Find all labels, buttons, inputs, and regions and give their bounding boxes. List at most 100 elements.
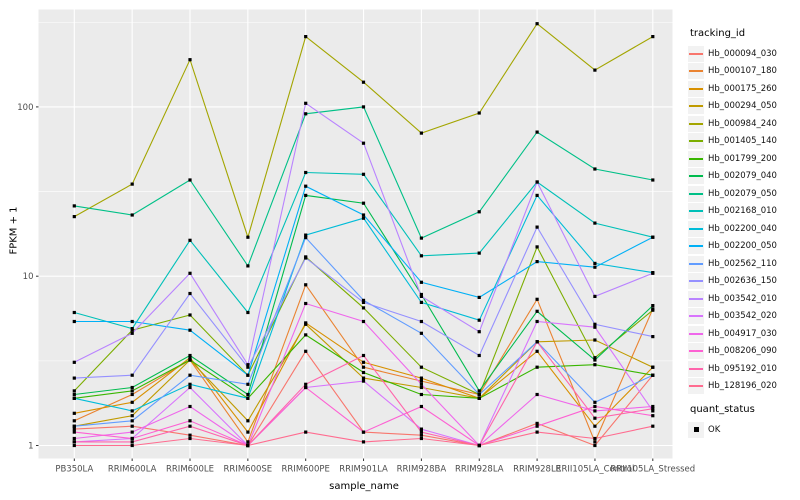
legend-key-line xyxy=(689,350,703,353)
legend-key-swatch xyxy=(688,360,704,377)
data-point xyxy=(130,409,134,413)
data-point xyxy=(246,392,250,397)
quant-legend-entries: OK xyxy=(688,421,800,439)
data-point xyxy=(304,333,308,337)
data-point xyxy=(130,400,134,404)
data-point xyxy=(361,365,366,369)
legend-entry-label: Hb_001405_140 xyxy=(708,136,777,147)
y-tick-label: 1 xyxy=(28,442,33,452)
legend-entry-label: Hb_002562_110 xyxy=(708,258,777,269)
data-point xyxy=(188,373,192,377)
data-point xyxy=(304,35,308,39)
data-point xyxy=(535,340,539,344)
data-point xyxy=(188,436,192,441)
data-point xyxy=(188,271,192,275)
data-point xyxy=(535,22,539,26)
data-point xyxy=(72,215,76,219)
data-point xyxy=(651,407,655,411)
data-point xyxy=(535,430,539,434)
data-point xyxy=(419,382,423,386)
data-point xyxy=(130,440,134,444)
y-tick-label: 100 xyxy=(17,103,33,113)
data-point xyxy=(304,236,308,240)
data-point xyxy=(593,443,597,448)
data-point xyxy=(130,385,134,390)
legend-entry: Hb_002636_150 xyxy=(688,273,800,291)
data-point xyxy=(130,430,134,434)
legend-entry: Hb_008206_090 xyxy=(688,343,800,361)
legend-entry: Hb_003542_010 xyxy=(688,290,800,308)
data-point xyxy=(651,35,655,39)
data-point xyxy=(188,358,192,362)
legend-entry-label: Hb_002168_010 xyxy=(708,206,777,217)
data-point xyxy=(304,322,308,326)
data-point xyxy=(419,430,423,434)
data-point xyxy=(419,427,423,431)
x-tick-label: RRIM600LE xyxy=(166,465,214,475)
data-point xyxy=(188,291,192,296)
data-point xyxy=(72,427,76,431)
data-point xyxy=(535,392,539,397)
data-point xyxy=(535,309,539,313)
y-tick-label: 10 xyxy=(23,272,34,282)
data-point xyxy=(477,353,481,358)
data-point xyxy=(419,376,423,380)
legend-quant-status: quant_status OK xyxy=(688,404,800,439)
data-point xyxy=(304,184,308,188)
legend-entry: Hb_000984_240 xyxy=(688,115,800,133)
legend-key-line xyxy=(689,175,703,178)
data-point xyxy=(361,319,366,324)
quant-entry-label: OK xyxy=(708,424,721,435)
x-tick-label: PB350LA xyxy=(55,465,93,475)
data-point xyxy=(419,385,423,390)
data-point xyxy=(188,419,192,423)
legend-entry: Hb_004917_030 xyxy=(688,325,800,343)
data-point xyxy=(304,170,308,175)
legend-key-line xyxy=(689,315,703,318)
data-point xyxy=(419,131,423,135)
data-point xyxy=(651,424,655,428)
data-point xyxy=(304,349,308,353)
legend-key-line xyxy=(689,105,703,108)
legend-entry-label: Hb_004917_030 xyxy=(708,328,777,339)
data-point xyxy=(246,382,250,386)
data-point xyxy=(361,105,366,109)
legend-entry: Hb_002200_040 xyxy=(688,220,800,238)
data-point xyxy=(535,319,539,324)
data-point xyxy=(361,172,366,176)
data-point xyxy=(651,409,655,413)
x-tick-label: RRIM901LA xyxy=(339,465,388,475)
data-point xyxy=(651,365,655,369)
data-point xyxy=(130,443,134,448)
legend-key-swatch xyxy=(688,308,704,325)
data-point xyxy=(419,294,423,298)
legend-entry: Hb_000094_030 xyxy=(688,45,800,63)
x-axis-title: sample_name xyxy=(329,481,399,492)
legend-entries: Hb_000094_030 Hb_000107_180 Hb_000175_260 H… xyxy=(688,45,800,395)
data-point xyxy=(304,112,308,116)
legend-entry: Hb_002200_050 xyxy=(688,238,800,256)
data-point xyxy=(361,141,366,145)
data-point xyxy=(419,365,423,369)
legend-entry: Hb_003542_020 xyxy=(688,308,800,326)
data-point xyxy=(593,358,597,362)
data-point xyxy=(593,356,597,360)
data-point xyxy=(361,430,366,434)
data-point xyxy=(246,419,250,423)
legend-entry: Hb_000175_260 xyxy=(688,80,800,98)
data-point xyxy=(361,353,366,358)
data-point xyxy=(419,331,423,335)
legend-entry: Hb_001405_140 xyxy=(688,133,800,151)
x-tick-label: RRII105LA_Stressed xyxy=(610,465,695,475)
data-point xyxy=(72,396,76,400)
legend-key-swatch xyxy=(688,168,704,185)
data-point xyxy=(593,338,597,342)
legend-key-line xyxy=(689,367,703,370)
square-point-icon xyxy=(693,427,699,433)
data-point xyxy=(651,308,655,312)
legend-key-swatch xyxy=(688,273,704,290)
legend-entry-label: Hb_008206_090 xyxy=(708,346,777,357)
x-tick-label: RRII105LA_Control xyxy=(556,465,635,475)
data-point xyxy=(72,389,76,393)
